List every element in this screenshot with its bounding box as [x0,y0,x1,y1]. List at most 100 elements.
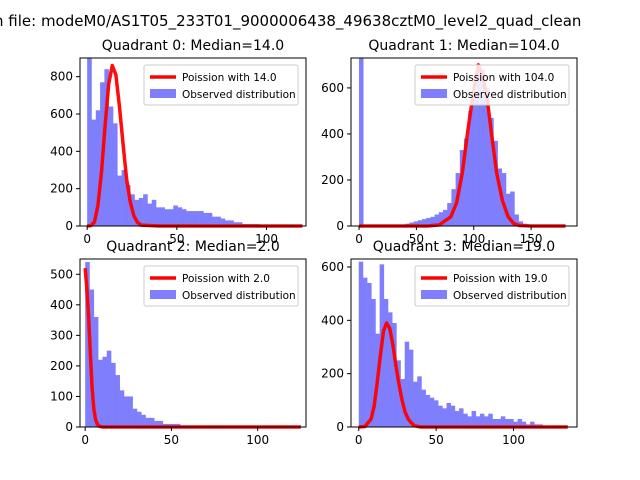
y-tick-label: 200 [321,173,344,187]
histogram-bar [417,220,423,226]
histogram-bar [113,123,118,226]
y-tick-label: 400 [50,298,73,312]
histogram-bar [224,220,230,226]
y-tick-label: 400 [321,313,344,327]
x-tick-label: 50 [169,232,184,246]
histogram-bar [500,416,506,427]
histogram-bar [147,203,153,226]
y-tick-label: 300 [50,328,73,342]
histogram-bar [513,421,518,427]
histogram-bar [450,405,456,427]
histogram-bar [151,199,157,226]
histogram-bar [447,202,452,226]
histogram-bar [421,389,426,427]
histogram-bar [85,262,90,427]
axes-frame [350,57,578,227]
chart-title: Quadrant 0: Median=14.0 [102,38,284,54]
legend-hist-swatch [421,290,447,299]
histogram-bar [446,403,451,427]
histogram-bar [417,376,422,427]
histogram-bar [438,212,444,226]
histogram-bar [134,199,140,226]
histogram-bar [102,356,108,427]
histogram-bar [229,220,234,226]
y-tick-label: 600 [50,107,73,121]
x-tick-label: 100 [255,232,278,246]
histogram-bar [190,211,196,226]
histogram-bar [521,421,527,427]
histogram-bar [383,299,389,427]
y-tick-label: 200 [50,182,73,196]
histogram-bar [132,408,138,427]
histogram-bar [181,209,187,226]
histogram-bar [433,400,439,427]
histogram-bar [104,69,109,226]
histogram-bar [164,209,170,226]
histogram-bar [145,417,151,427]
histogram-bar [106,350,112,427]
x-tick-label: 50 [409,232,424,246]
histogram-bar [408,349,414,427]
y-tick-label: 500 [50,267,73,281]
histogram-bar [425,395,431,427]
histogram-bar [136,411,142,427]
histogram-bar [530,421,535,427]
histogram-bar [237,222,243,226]
histogram-bar [514,214,519,226]
histogram-bar [484,416,489,427]
histogram-bar [463,413,468,427]
axes-frame [350,258,578,428]
axes-frame [79,258,307,428]
histogram-bar [392,323,397,427]
legend-box [143,265,299,307]
chart-title: Quadrant 3: Median=19.0 [373,239,555,255]
x-tick-label: 50 [164,433,179,447]
histogram-bar [203,212,208,226]
chart-panel-1: 0 50 100 150 0 200 400 600 Quadrant 1: Median=10… [321,38,578,246]
histogram-bar [115,375,120,427]
legend-hist-swatch [150,290,176,299]
histogram-bar [467,416,472,427]
histogram-bar [459,408,464,427]
histogram-bar [199,211,204,226]
legend-box [414,64,570,106]
histogram-bar [177,207,183,226]
histogram-bar [194,211,200,226]
y-tick-label: 200 [321,367,344,381]
legend-hist-swatch [150,89,176,98]
histogram-bar [471,411,477,427]
x-tick-label: 0 [355,232,363,246]
histogram-bar [207,212,213,226]
histogram-bar [138,198,144,226]
histogram-bar [149,417,155,427]
chart-panel-3: 0 50 100 0 200 400 600 Quadrant 3: Median=19.0 P… [321,239,578,447]
histogram-bar [464,138,469,226]
legend-hist-swatch [421,89,447,98]
histogram-bar [505,419,510,427]
histogram-bar [156,207,161,226]
legend-hist-label: Observed distribution [182,290,296,302]
x-tick-label: 100 [462,232,485,246]
histogram-bar [489,117,494,226]
histogram-bar [472,94,477,226]
y-tick-label: 400 [321,127,344,141]
histogram-bar [108,106,114,226]
chart-title: Quadrant 1: Median=104.0 [368,38,559,54]
histogram-bar [98,359,103,427]
histogram-bar [95,110,101,226]
x-tick-label: 100 [502,433,525,447]
x-tick-label: 0 [83,232,91,246]
axes-frame [79,57,307,227]
histogram-bar [434,214,440,226]
histogram-bar [186,211,191,226]
chart-title: Quadrant 2: Median=2.0 [106,239,280,255]
y-tick-label: 0 [65,420,73,434]
histogram-bar [438,405,443,427]
histogram-bar [143,194,148,226]
histogram-bar [141,414,146,427]
histogram-bar [505,193,511,226]
histogram-bar [125,184,131,226]
y-tick-label: 0 [336,420,344,434]
histogram-bar [233,222,239,226]
